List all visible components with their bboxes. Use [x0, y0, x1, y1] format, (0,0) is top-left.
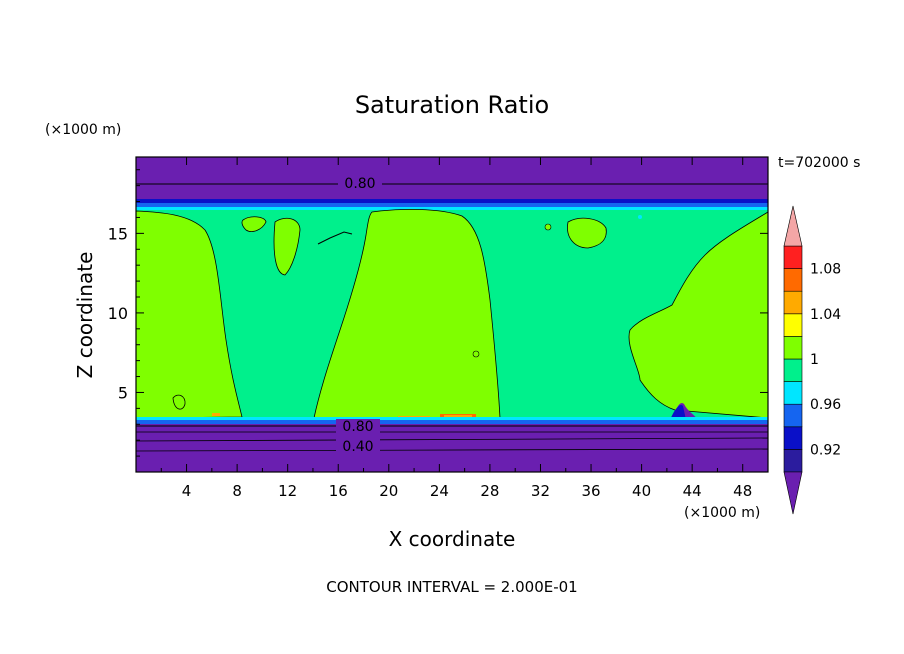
- x-tick-label: 36: [581, 482, 600, 500]
- x-axis-label: X coordinate: [389, 527, 516, 551]
- colorbar-segment: [783, 313, 803, 337]
- colorbar-high-arrow: [783, 205, 803, 247]
- colorbar-segment: [783, 403, 803, 428]
- band-dark-blue-top: [136, 199, 768, 203]
- x-tick-label: 48: [733, 482, 752, 500]
- bit-3: [472, 350, 480, 358]
- x-tick-label: 40: [632, 482, 651, 500]
- colorbar-segment: [783, 381, 803, 405]
- x-axis-ticks: 4 8 12 16 20 24 28 32 36 40 44 48: [160, 157, 752, 500]
- band-cyan-top: [136, 207, 768, 210]
- time-label: t=702000 s: [778, 155, 860, 171]
- colorbar-tick-label: 0.92: [810, 442, 841, 458]
- x-tick-label: 12: [278, 482, 297, 500]
- colorbar-segment: [783, 245, 803, 269]
- island-left-upper: [273, 217, 301, 276]
- colorbar-segment: [783, 268, 803, 292]
- contour-label-bg-2: [336, 419, 380, 433]
- colorbar-segment: [783, 290, 803, 315]
- x-tick-label: 44: [683, 482, 702, 500]
- region-lower-dry: [136, 424, 768, 472]
- x-tick-label: 24: [430, 482, 449, 500]
- contour-label-2: 0.80: [342, 419, 373, 435]
- colorbar-tick-label: 1.04: [810, 307, 841, 323]
- x-tick-label: 4: [182, 482, 192, 500]
- streak-orange-1: [212, 413, 220, 416]
- bit-2: [638, 215, 642, 219]
- y-unit-label: (×1000 m): [45, 122, 121, 138]
- contour-interval-label: CONTOUR INTERVAL = 2.000E-01: [326, 578, 577, 596]
- x-tick-label: 28: [480, 482, 499, 500]
- colorbar: 0.92 0.96 1 1.04 1.08: [783, 205, 841, 515]
- band-cyan-bottom: [136, 417, 768, 421]
- colorbar-segment: [783, 426, 803, 450]
- x-tick-label: 8: [232, 482, 242, 500]
- column-right: [628, 211, 768, 419]
- x-unit-label: (×1000 m): [684, 505, 760, 521]
- x-tick-label: 20: [379, 482, 398, 500]
- colorbar-segment: [783, 449, 803, 473]
- column-left: [136, 210, 243, 419]
- bit-4: [317, 231, 353, 245]
- contour-label-3: 0.40: [342, 439, 373, 455]
- island-small-1: [241, 216, 267, 232]
- y-tick-label: 10: [108, 304, 128, 323]
- streak-orange-3: [444, 415, 472, 417]
- contour-label-bg-1: [338, 175, 382, 191]
- island-right-upper: [567, 217, 607, 249]
- y-tick-label: 15: [108, 224, 128, 243]
- colorbar-low-arrow: [783, 471, 803, 515]
- band-blue-top: [136, 203, 768, 207]
- heatmap-field: [136, 157, 768, 472]
- dry-pocket-edge: [670, 404, 686, 420]
- x-tick-label: 32: [531, 482, 550, 500]
- bit-1: [544, 223, 552, 231]
- colorbar-segment: [783, 336, 803, 360]
- y-axis-label: Z coordinate: [73, 252, 97, 379]
- contour-line-lower-3: [136, 437, 768, 442]
- island-small-2: [172, 394, 186, 410]
- y-tick-label: 5: [118, 383, 128, 402]
- colorbar-tick-label: 1.08: [810, 262, 841, 278]
- region-stratosphere: [136, 157, 768, 202]
- colorbar-tick-label: 1: [810, 352, 819, 368]
- contour-label-1: 0.80: [344, 176, 375, 192]
- y-axis-ticks: 5 10 15: [108, 169, 768, 457]
- x-tick-label: 16: [329, 482, 348, 500]
- colorbar-segment: [783, 358, 803, 382]
- contour-label-bg-3: [336, 439, 380, 453]
- plot-frame: [135, 156, 769, 473]
- band-blue-bottom: [136, 420, 768, 425]
- chart-title: Saturation Ratio: [355, 91, 549, 119]
- colorbar-tick-label: 0.96: [810, 397, 841, 413]
- contour-line-lower-4: [136, 448, 768, 452]
